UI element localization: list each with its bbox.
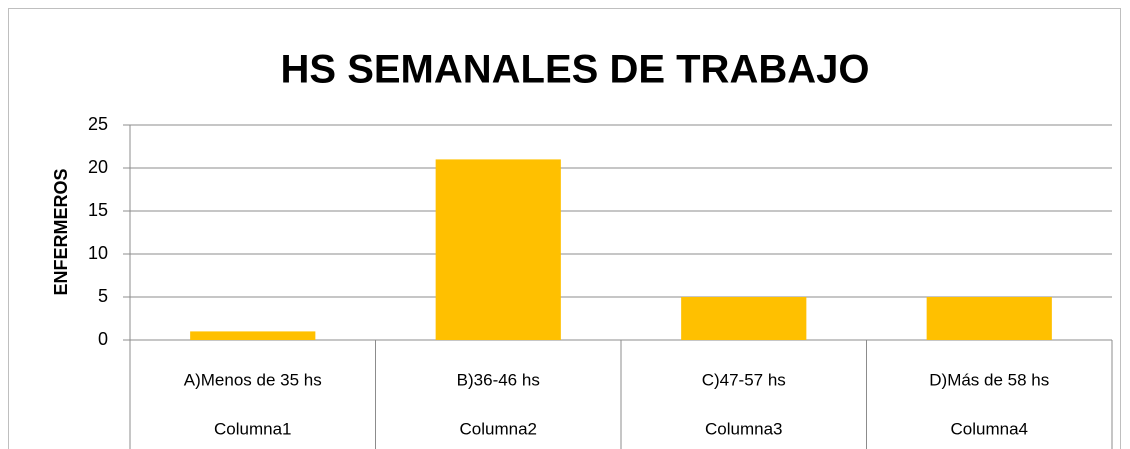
y-tick-label: 15 xyxy=(88,200,108,220)
x-tick-label: D)Más de 58 hs xyxy=(929,370,1049,389)
bar xyxy=(681,297,807,340)
x-tick-label: B)36-46 hs xyxy=(457,370,540,389)
y-tick-label: 0 xyxy=(98,329,108,349)
x-tick-label: A)Menos de 35 hs xyxy=(184,370,322,389)
bar xyxy=(190,331,316,340)
y-tick-label: 20 xyxy=(88,157,108,177)
x-group-label: Columna2 xyxy=(460,419,538,438)
chart-title: HS SEMANALES DE TRABAJO xyxy=(281,48,870,92)
x-tick-label: C)47-57 hs xyxy=(702,370,786,389)
x-group-label: Columna3 xyxy=(705,419,783,438)
y-tick-label: 10 xyxy=(88,243,108,263)
y-axis-label: ENFERMEROS xyxy=(51,168,71,295)
y-tick-label: 5 xyxy=(98,286,108,306)
y-tick-label: 25 xyxy=(88,114,108,134)
x-group-label: Columna1 xyxy=(214,419,292,438)
bar xyxy=(435,159,561,340)
chart-border xyxy=(8,8,1121,449)
bar xyxy=(926,297,1052,340)
x-group-label: Columna4 xyxy=(951,419,1029,438)
